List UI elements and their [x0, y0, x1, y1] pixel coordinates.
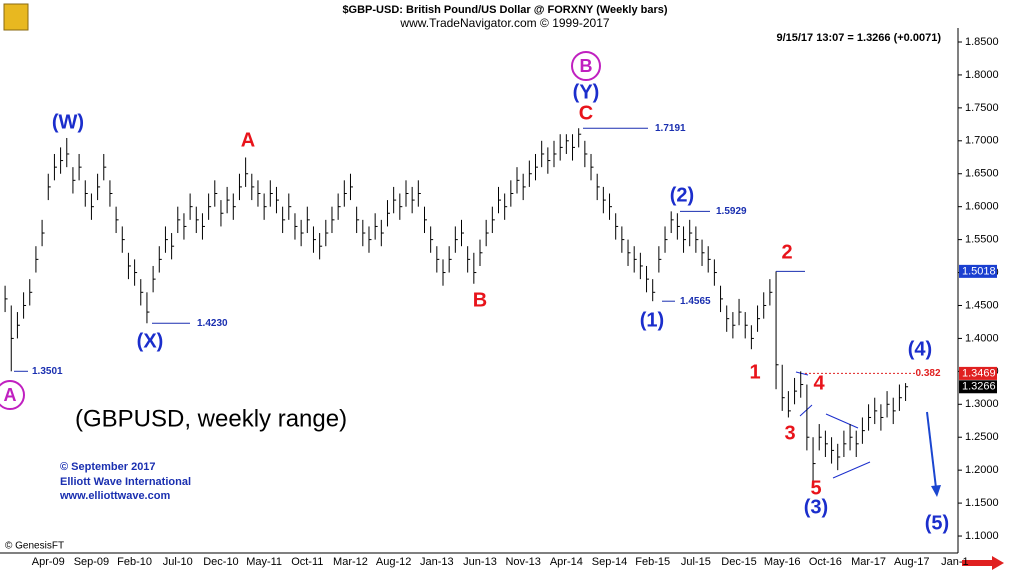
- wave-label: 4: [813, 372, 825, 394]
- x-tick-label: Apr-14: [550, 556, 583, 568]
- y-tick-label: 1.4000: [965, 332, 999, 344]
- chart-subtitle: www.TradeNavigator.com © 1999-2017: [399, 16, 609, 30]
- wave-label: A: [241, 129, 255, 151]
- x-tick-label: May-11: [246, 556, 282, 568]
- x-tick-label: Oct-16: [809, 556, 842, 568]
- x-tick-label: Jul-10: [163, 556, 193, 568]
- y-tick-label: 1.1000: [965, 530, 999, 542]
- trendline: [799, 404, 813, 417]
- y-tick-label: 1.7500: [965, 102, 999, 114]
- credit-line: Elliott Wave International: [60, 476, 191, 488]
- caption: (GBPUSD, weekly range): [75, 405, 347, 432]
- wave-circle: [0, 380, 25, 410]
- trendline: [795, 371, 809, 376]
- level-label: 1.3501: [32, 366, 63, 377]
- x-tick-label: Jun-13: [463, 556, 497, 568]
- x-tick-label: Mar-17: [851, 556, 886, 568]
- x-tick-label: Jan-13: [420, 556, 454, 568]
- chart-title: $GBP-USD: British Pound/US Dollar @ FORX…: [342, 4, 667, 16]
- y-tick-label: 1.2500: [965, 431, 999, 443]
- wave-label: B: [580, 56, 593, 76]
- credit-line: © September 2017: [60, 461, 156, 473]
- y-tick-label: 1.8000: [965, 69, 999, 81]
- trendline: [832, 461, 871, 479]
- axis-marker-label: 1.3469: [962, 367, 996, 379]
- x-tick-label: Oct-11: [291, 556, 323, 568]
- axis-marker-label: 1.3266: [962, 381, 996, 393]
- y-tick-label: 1.5500: [965, 234, 999, 246]
- scroll-arrow[interactable]: [962, 556, 1004, 570]
- source: © GenesisFT: [5, 541, 64, 552]
- wave-label: 1: [749, 361, 760, 383]
- x-tick-label: Mar-12: [333, 556, 368, 568]
- wave-label: C: [579, 102, 593, 124]
- arrow-head: [931, 485, 941, 497]
- axis-marker: [959, 380, 997, 394]
- level-label: 1.7191: [655, 123, 686, 134]
- x-tick-label: Apr-09: [32, 556, 65, 568]
- wave-label: A: [4, 385, 17, 405]
- wave-label: (X): [137, 330, 164, 352]
- y-tick-label: 1.6000: [965, 201, 999, 213]
- logo-icon: [3, 3, 29, 31]
- y-tick-label: 1.4500: [965, 299, 999, 311]
- x-tick-label: Aug-12: [376, 556, 411, 568]
- x-tick-label: Feb-10: [117, 556, 152, 568]
- y-tick-label: 1.1500: [965, 497, 999, 509]
- wave-label: (4): [908, 338, 932, 360]
- x-tick-label: Dec-15: [721, 556, 756, 568]
- projection-arrow: [926, 411, 937, 489]
- wave-label: (Y): [573, 81, 600, 103]
- x-tick-label: Jan-1: [941, 556, 969, 568]
- wave-label: B: [473, 289, 487, 311]
- x-tick-label: Sep-09: [74, 556, 109, 568]
- credit-line: www.elliottwave.com: [59, 490, 170, 502]
- wave-label: 2: [781, 241, 792, 263]
- level-label: 1.5929: [716, 206, 747, 217]
- x-tick-label: Feb-15: [635, 556, 670, 568]
- y-tick-label: 1.3000: [965, 398, 999, 410]
- trendline: [825, 413, 859, 429]
- axis-marker-label: 1.5018: [962, 265, 996, 277]
- wave-label: 3: [784, 422, 795, 444]
- y-tick-label: 1.2000: [965, 464, 999, 476]
- level-label: 1.4230: [197, 318, 228, 329]
- x-tick-label: Sep-14: [592, 556, 627, 568]
- y-tick-label: 1.6500: [965, 168, 999, 180]
- x-tick-label: Dec-10: [203, 556, 238, 568]
- y-tick-label: 1.7000: [965, 135, 999, 147]
- axis-marker: [959, 264, 997, 278]
- wave-label: 5: [810, 477, 821, 499]
- y-tick-label: 1.8500: [965, 36, 999, 48]
- wave-circle: [571, 51, 601, 81]
- wave-label: (1): [640, 309, 664, 331]
- wave-label: (W): [52, 111, 84, 133]
- x-tick-label: Jul-15: [681, 556, 711, 568]
- retracement-label: 0.382: [915, 368, 940, 379]
- wave-label: (2): [670, 184, 694, 206]
- x-tick-label: Aug-17: [894, 556, 929, 568]
- last-quote: 9/15/17 13:07 = 1.3266 (+0.0071): [776, 32, 941, 44]
- x-tick-label: Nov-13: [505, 556, 540, 568]
- wave-label: (3): [804, 496, 828, 518]
- x-tick-label: May-16: [764, 556, 801, 568]
- axis-marker: [959, 366, 997, 380]
- level-label: 1.4565: [680, 296, 711, 307]
- wave-label: (5): [925, 512, 949, 534]
